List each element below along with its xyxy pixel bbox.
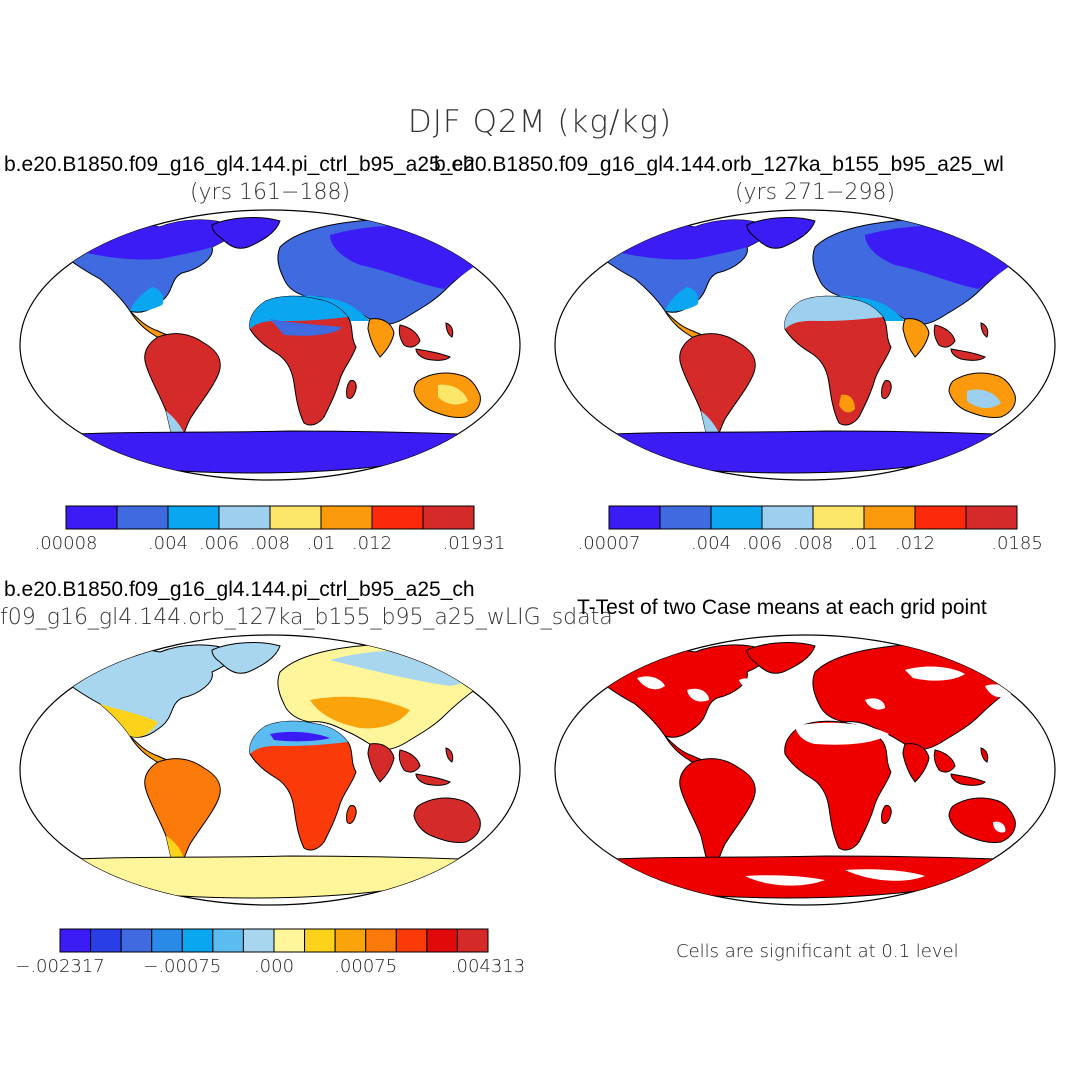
panel3-subtitle: f09_g16_gl4.144.orb_127ka_b155_b95_a25_w…	[0, 605, 613, 630]
colorbar-tick-label: .00007	[577, 533, 641, 554]
colorbar-tick-label: .008	[792, 533, 834, 554]
colorbar-swatch	[334, 928, 367, 953]
panel1-map	[19, 209, 521, 481]
colorbar-swatch	[218, 505, 271, 530]
colorbar-tick-label: .0185	[991, 533, 1043, 554]
colorbar-swatch	[59, 928, 92, 953]
colorbar-swatch	[761, 505, 814, 530]
colorbar-swatch	[710, 505, 763, 530]
colorbar-swatch	[120, 928, 153, 953]
figure-title: DJF Q2M (kg/kg)	[407, 104, 673, 140]
colorbar-tick-label: .000	[253, 956, 295, 977]
colorbar-swatch	[371, 505, 424, 530]
colorbar-tick-label: .01	[849, 533, 879, 554]
colorbar-tick-label: .004	[147, 533, 189, 554]
colorbar-swatch	[659, 505, 712, 530]
colorbar-swatch	[426, 928, 458, 953]
colorbar-tick-label: −.002317	[15, 956, 105, 977]
colorbar-swatch	[395, 928, 428, 953]
colorbar-tick-label: .01931	[442, 533, 506, 554]
colorbar-swatch	[181, 928, 214, 953]
colorbar-swatch	[608, 505, 661, 530]
colorbar-swatch	[269, 505, 322, 530]
panel2-title: b.e20.B1850.f09_g16_gl4.144.orb_127ka_b1…	[434, 153, 1004, 176]
colorbar-swatch	[422, 505, 475, 530]
panel4-title: T-Test of two Case means at each grid po…	[577, 596, 987, 619]
colorbar-swatch	[65, 505, 118, 530]
colorbar-swatch	[242, 928, 275, 953]
colorbar-swatch	[914, 505, 967, 530]
panel3-title: b.e20.B1850.f09_g16_gl4.144.pi_ctrl_b95_…	[4, 578, 475, 601]
panel2-map	[554, 209, 1056, 481]
colorbar-swatch	[456, 928, 489, 953]
colorbar-swatch	[812, 505, 865, 530]
colorbar-tick-label: .004	[690, 533, 732, 554]
significance-note: Cells are significant at 0.1 level	[676, 941, 959, 962]
colorbar-swatch	[273, 928, 306, 953]
colorbar-swatch	[304, 928, 336, 953]
colorbar-tick-label: .01	[306, 533, 336, 554]
colorbar-swatch	[863, 505, 916, 530]
panel3-map	[19, 634, 521, 906]
colorbar-swatch	[167, 505, 220, 530]
colorbar-swatch	[90, 928, 122, 953]
colorbar-tick-label: −.00075	[143, 956, 222, 977]
panel3-colorbar	[59, 928, 489, 953]
colorbar-tick-label: .012	[351, 533, 393, 554]
colorbar-tick-label: .006	[198, 533, 240, 554]
panel1-subtitle: (yrs 161−188)	[189, 180, 351, 205]
colorbar-tick-label: .004313	[450, 956, 526, 977]
colorbar-tick-label: .006	[741, 533, 783, 554]
panel2-colorbar	[608, 505, 1018, 530]
colorbar-swatch	[965, 505, 1018, 530]
colorbar-swatch	[116, 505, 169, 530]
colorbar-swatch	[365, 928, 397, 953]
panel2-subtitle: (yrs 271−298)	[734, 180, 896, 205]
colorbar-tick-label: .00008	[34, 533, 98, 554]
colorbar-swatch	[151, 928, 183, 953]
colorbar-swatch	[212, 928, 244, 953]
colorbar-tick-label: .012	[894, 533, 936, 554]
colorbar-tick-label: .008	[249, 533, 291, 554]
colorbar-tick-label: .00075	[334, 956, 398, 977]
panel1-colorbar	[65, 505, 475, 530]
colorbar-swatch	[320, 505, 373, 530]
panel1-title: b.e20.B1850.f09_g16_gl4.144.pi_ctrl_b95_…	[4, 153, 475, 176]
panel4-map	[554, 634, 1056, 906]
